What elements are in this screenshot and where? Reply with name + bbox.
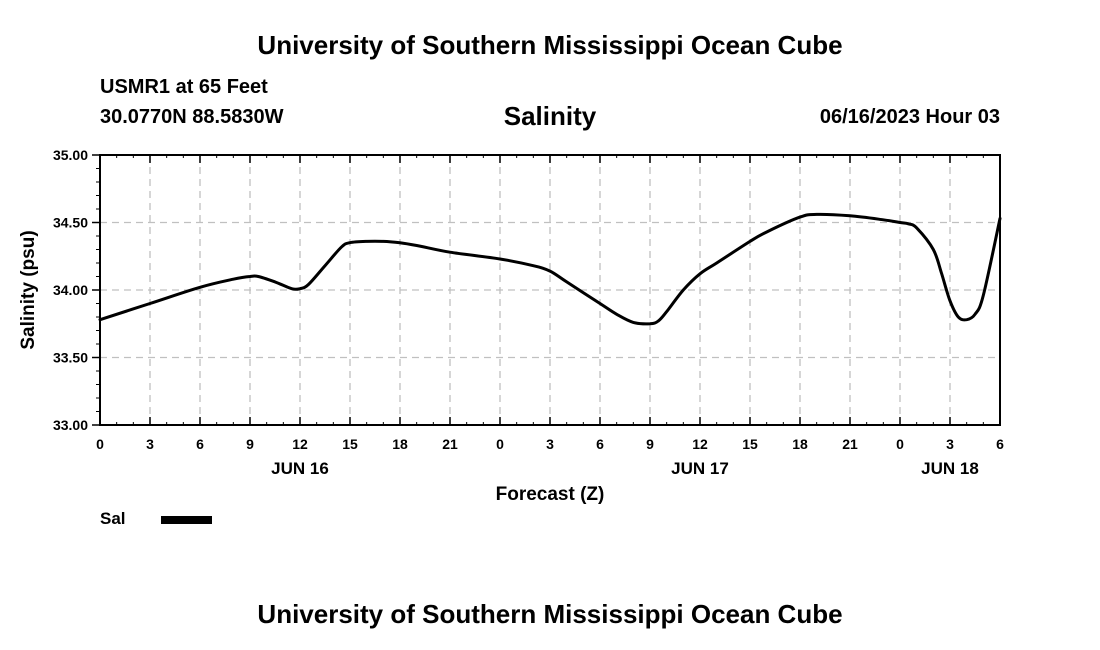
day-label: JUN 18 (921, 459, 979, 478)
x-tick-label: 3 (546, 436, 554, 452)
y-tick-label: 35.00 (53, 147, 88, 163)
x-tick-label: 12 (692, 436, 708, 452)
x-tick-label: 18 (392, 436, 408, 452)
x-tick-label: 12 (292, 436, 308, 452)
chart-title: Salinity (503, 101, 597, 131)
legend-label: Sal (100, 509, 126, 528)
x-tick-label: 15 (742, 436, 758, 452)
x-tick-label: 0 (96, 436, 104, 452)
x-tick-label: 6 (596, 436, 604, 452)
run-time: 06/16/2023 Hour 03 (819, 106, 1000, 128)
x-axis-title: Forecast (Z) (496, 484, 605, 505)
station-coordinates: 30.0770N 88.5830W (100, 106, 284, 128)
grid-layer (100, 155, 1000, 425)
y-tick-label: 34.00 (53, 282, 88, 298)
x-tick-label: 0 (896, 436, 904, 452)
y-tick-label: 33.50 (53, 350, 88, 366)
station-name: USMR1 at 65 Feet (100, 76, 268, 98)
x-tick-label: 3 (146, 436, 154, 452)
x-tick-label: 15 (342, 436, 358, 452)
day-label: JUN 17 (671, 459, 729, 478)
x-tick-label: 9 (646, 436, 654, 452)
y-tick-label: 33.00 (53, 417, 88, 433)
tick-layer (92, 154, 1001, 426)
x-tick-label: 21 (442, 436, 458, 452)
x-tick-label: 6 (196, 436, 204, 452)
day-label: JUN 16 (271, 459, 329, 478)
x-tick-label: 9 (246, 436, 254, 452)
label-layer: 33.00 33.50 34.00 34.50 35.00 0 3 6 9 12 15 18 21 0 3 6… (53, 147, 1004, 478)
x-tick-label: 21 (842, 436, 858, 452)
x-tick-label: 0 (496, 436, 504, 452)
y-axis-title: Salinity (psu) (18, 230, 39, 349)
series-line-sal (98, 212, 1002, 326)
page-title: University of Southern Mississippi Ocean… (257, 30, 843, 60)
y-tick-label: 34.50 (53, 215, 88, 231)
legend-swatch (161, 516, 212, 524)
footer-title: University of Southern Mississippi Ocean… (257, 599, 843, 629)
x-tick-label: 3 (946, 436, 954, 452)
x-tick-label: 18 (792, 436, 808, 452)
x-tick-label: 6 (996, 436, 1004, 452)
